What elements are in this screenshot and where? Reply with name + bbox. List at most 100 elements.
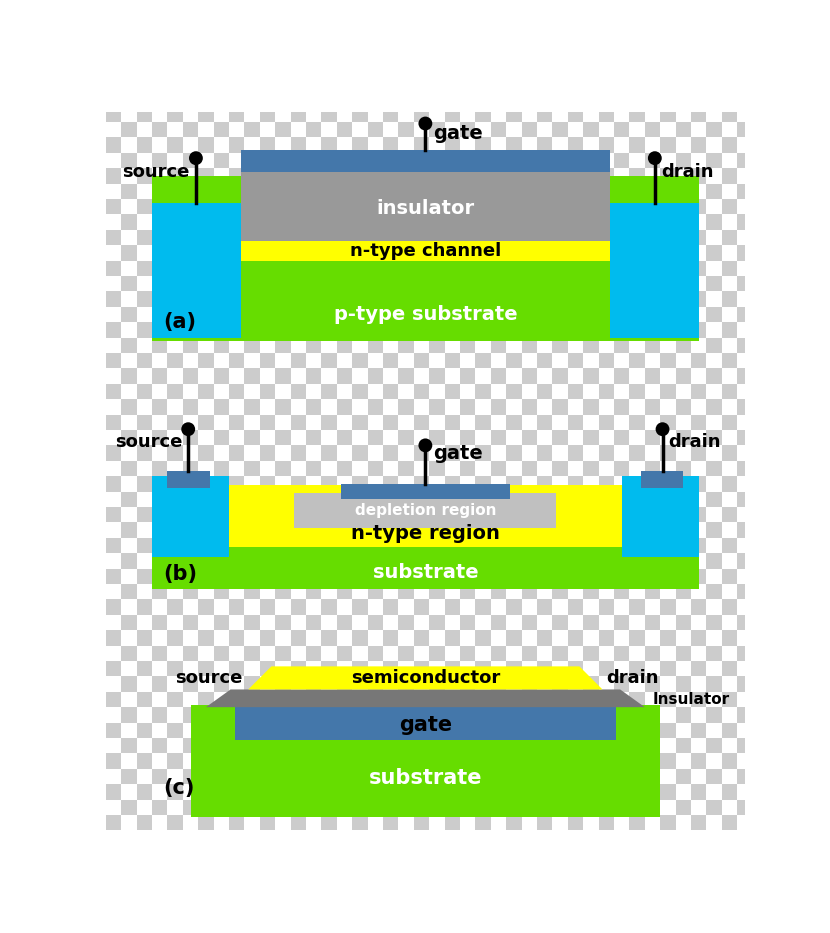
Bar xyxy=(521,507,537,522)
Bar xyxy=(121,307,137,322)
Bar xyxy=(229,599,244,615)
Bar xyxy=(645,615,660,630)
Bar xyxy=(290,599,306,615)
Bar xyxy=(553,338,568,353)
Bar xyxy=(737,199,753,215)
Bar xyxy=(337,615,352,630)
Bar xyxy=(213,784,229,800)
Bar xyxy=(737,553,753,568)
Bar xyxy=(137,507,152,522)
Bar xyxy=(168,245,183,260)
Bar xyxy=(352,661,368,676)
Bar xyxy=(213,800,229,815)
Bar xyxy=(414,722,429,738)
Bar xyxy=(137,553,152,568)
Bar xyxy=(737,184,753,199)
Bar xyxy=(229,168,244,184)
Bar xyxy=(645,399,660,414)
Bar xyxy=(506,122,521,137)
Bar xyxy=(476,707,491,722)
Bar xyxy=(229,676,244,691)
Bar xyxy=(506,322,521,338)
Bar xyxy=(244,369,260,383)
Bar xyxy=(183,153,198,168)
Bar xyxy=(183,691,198,707)
Bar xyxy=(306,383,321,399)
Bar xyxy=(198,260,213,276)
Bar xyxy=(506,800,521,815)
Bar xyxy=(737,615,753,630)
Bar xyxy=(137,215,152,230)
Text: depletion region: depletion region xyxy=(354,503,496,519)
Bar xyxy=(429,245,445,260)
Bar xyxy=(244,461,260,476)
Bar xyxy=(398,800,414,815)
Bar xyxy=(290,245,306,260)
Bar xyxy=(476,815,491,830)
Bar xyxy=(460,676,476,691)
Bar xyxy=(537,338,553,353)
Bar xyxy=(121,122,137,137)
Bar xyxy=(722,199,737,215)
Bar xyxy=(229,353,244,369)
Bar xyxy=(352,153,368,168)
Bar xyxy=(198,230,213,245)
Bar xyxy=(429,430,445,445)
Bar xyxy=(213,230,229,245)
Bar xyxy=(260,430,276,445)
Bar xyxy=(583,322,598,338)
Bar xyxy=(629,507,645,522)
Bar xyxy=(737,276,753,291)
Bar xyxy=(368,522,383,537)
Bar xyxy=(337,568,352,584)
Bar xyxy=(183,122,198,137)
Bar xyxy=(106,553,121,568)
Bar xyxy=(168,646,183,661)
Bar xyxy=(553,245,568,260)
Bar xyxy=(276,168,290,184)
Bar xyxy=(583,106,598,122)
Bar xyxy=(260,383,276,399)
Bar xyxy=(722,215,737,230)
Bar xyxy=(290,353,306,369)
Bar xyxy=(183,553,198,568)
Bar xyxy=(537,492,553,507)
Bar xyxy=(660,507,676,522)
Bar xyxy=(260,399,276,414)
Bar xyxy=(660,646,676,661)
Bar xyxy=(506,769,521,784)
Bar xyxy=(260,445,276,461)
Bar xyxy=(445,630,460,646)
Bar xyxy=(198,399,213,414)
Bar xyxy=(706,399,722,414)
Bar xyxy=(568,184,583,199)
Bar xyxy=(368,199,383,215)
Bar xyxy=(398,492,414,507)
Bar xyxy=(460,461,476,476)
Bar xyxy=(213,522,229,537)
Bar xyxy=(213,568,229,584)
Bar xyxy=(244,106,260,122)
Bar xyxy=(491,276,506,291)
Bar xyxy=(106,168,121,184)
Bar xyxy=(553,199,568,215)
Bar xyxy=(737,215,753,230)
Bar xyxy=(152,489,699,590)
Bar xyxy=(476,615,491,630)
Bar xyxy=(691,369,706,383)
Bar xyxy=(706,414,722,430)
Bar xyxy=(152,676,168,691)
Bar xyxy=(537,584,553,599)
Bar xyxy=(476,599,491,615)
Bar xyxy=(290,584,306,599)
Bar xyxy=(368,676,383,691)
Bar xyxy=(152,276,168,291)
Bar xyxy=(691,322,706,338)
Bar xyxy=(352,168,368,184)
Bar xyxy=(121,584,137,599)
Bar xyxy=(306,507,321,522)
Bar xyxy=(213,722,229,738)
Bar xyxy=(476,507,491,522)
Bar xyxy=(352,461,368,476)
Bar xyxy=(168,153,183,168)
